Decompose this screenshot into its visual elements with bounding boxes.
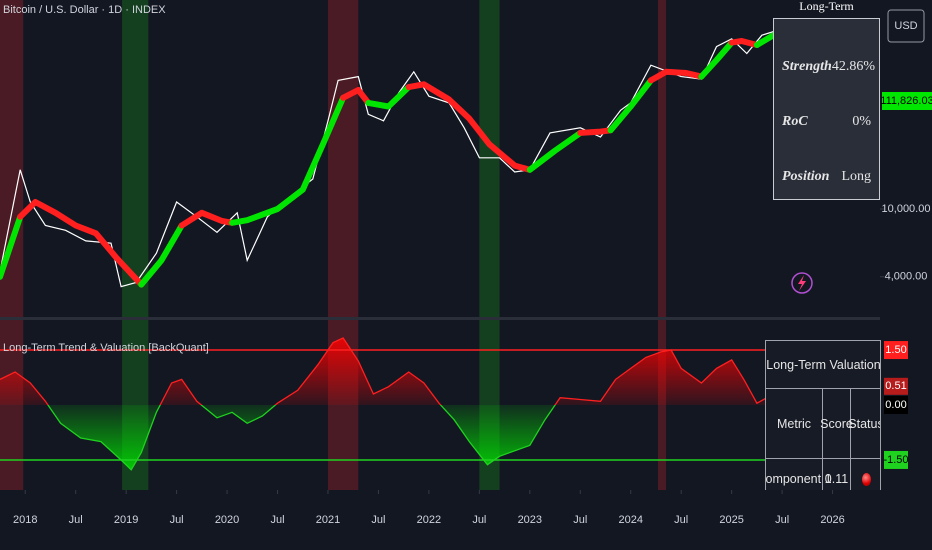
pane-separator (0, 317, 880, 320)
y-tick-label: 4,000.00 (885, 271, 928, 283)
axes: 2018 Jul 2019 Jul 2020 Jul 2021 Jul 2022 Jul 2023 J… (13, 92, 932, 526)
y-tick-badge (884, 450, 908, 469)
x-tick-label: 2019 (114, 514, 138, 526)
status-dot (861, 472, 871, 486)
x-tick-label: Jul (775, 514, 789, 526)
x-tick-label: Jul (270, 514, 284, 526)
row-key: RoC (782, 113, 808, 129)
x-tick-label: Jul (674, 514, 688, 526)
row-value: Long (841, 168, 871, 184)
x-tick-label: 2022 (417, 514, 441, 526)
currency-label: USD (894, 20, 917, 32)
trend-line (698, 39, 735, 80)
currency-button[interactable] (887, 9, 925, 43)
trend-line (607, 77, 654, 134)
x-tick-label: Jul (170, 514, 184, 526)
osc-line-below (47, 405, 556, 471)
table-row: Position Long (774, 149, 879, 204)
x-tick-label: Jul (573, 514, 587, 526)
x-tick-label: 2020 (215, 514, 239, 526)
trend-line (728, 38, 760, 48)
row-key: Position (782, 168, 830, 184)
table-row: Strength 42.86% (774, 39, 879, 94)
y-tick-badge (884, 341, 908, 360)
value-label: 0.51 (885, 380, 906, 392)
status-cell (851, 459, 880, 490)
highlight-band (657, 0, 667, 490)
row-value: 42.86% (831, 58, 875, 74)
trend-line (178, 209, 236, 229)
y-tick-label: 1.50 (885, 344, 906, 356)
osc-area-below (0, 405, 778, 470)
trend-line (647, 68, 705, 84)
y-tick-label: -1.50 (883, 454, 908, 466)
indicator-title: Long-Term Trend & Valuation [BackQuant] (3, 342, 209, 354)
header-cell: Status (848, 389, 880, 459)
trend-line (0, 213, 24, 280)
trend-table: Long-Term Strength 42.86% RoC 0% Position L… (773, 0, 880, 200)
x-tick-label: 2025 (719, 514, 743, 526)
header-cell: Score (820, 389, 853, 459)
lightning-icon (791, 272, 813, 294)
x-tick-label: Jul (69, 514, 83, 526)
osc-area-above (0, 338, 778, 405)
x-tick-label: Jul (371, 514, 385, 526)
trend-line (577, 127, 614, 136)
row-key: Strength (782, 58, 832, 74)
table-row: RoC 0% (774, 94, 879, 149)
price-line (0, 29, 778, 288)
plot-area (0, 29, 880, 471)
metric-cell: Component 1 (766, 459, 832, 490)
y-tick-label: 0.00 (885, 399, 906, 411)
trend-line (17, 199, 145, 288)
y-tick-badge (884, 396, 908, 414)
trend-line (365, 84, 412, 110)
table-title: Long-Term (799, 0, 854, 13)
row-value: 0% (852, 113, 871, 129)
header-cell: Metric (766, 389, 823, 459)
highlight-band (327, 0, 359, 490)
x-tick-label: 2018 (13, 514, 37, 526)
highlight-band (479, 0, 500, 490)
x-tick-label: 2021 (316, 514, 340, 526)
osc-line-above (0, 337, 778, 405)
x-tick-label: Jul (472, 514, 486, 526)
x-tick-label: 2024 (618, 514, 642, 526)
time-axis (0, 490, 932, 550)
trend-line (138, 222, 185, 288)
trend-line (229, 94, 347, 226)
value-badge (884, 377, 908, 395)
x-tick-label: 2026 (820, 514, 844, 526)
table-title: Long-Term Valuation (766, 341, 880, 389)
last-price-badge (882, 92, 932, 110)
trend-line (340, 87, 372, 106)
y-tick-label: 10,000.00 (882, 203, 931, 215)
x-tick-label: 2023 (518, 514, 542, 526)
trend-line (405, 81, 533, 173)
trend-line (526, 129, 584, 173)
valuation-table: Long-Term Valuation Metric Score Status … (765, 340, 881, 490)
score-cell: 0.11 (823, 459, 851, 490)
symbol-title: Bitcoin / U.S. Dollar · 1D · INDEX (3, 4, 166, 16)
last-price-label: 111,826.03 (880, 95, 932, 107)
